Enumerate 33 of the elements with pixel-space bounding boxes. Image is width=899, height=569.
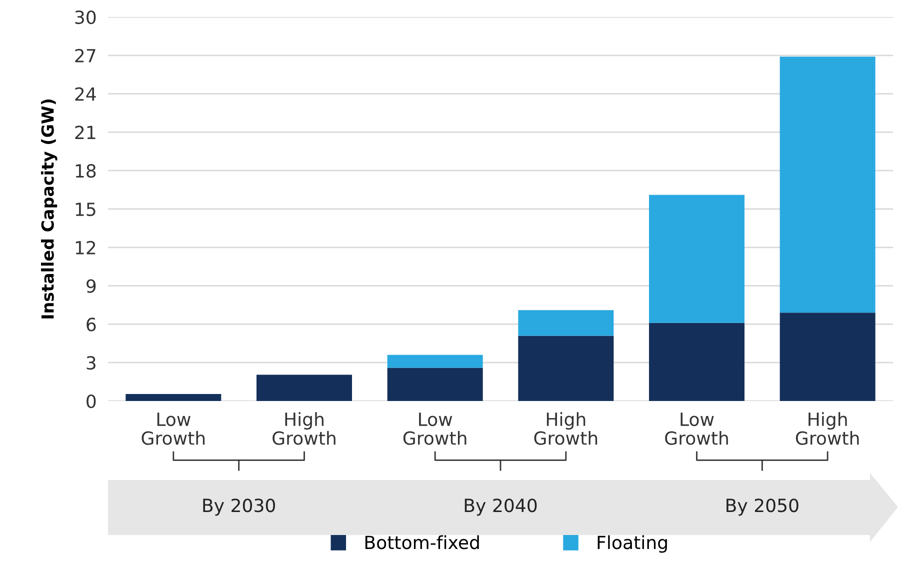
y-tick-label: 18 — [76, 164, 96, 178]
y-tick-label: 6 — [86, 318, 96, 332]
y-tick-label: 27 — [75, 48, 96, 62]
bar — [518, 310, 614, 336]
y-tick-label: 3 — [86, 356, 96, 370]
x-tick-label: High Growth — [796, 412, 859, 445]
y-tick-label: 0 — [86, 394, 96, 408]
legend-label: Bottom-fixed — [365, 535, 479, 550]
bar — [387, 354, 483, 368]
y-tick-label: 24 — [75, 87, 96, 101]
bar — [387, 368, 483, 401]
x-tick-label: Low Growth — [665, 412, 728, 445]
bar — [780, 56, 876, 313]
x-tick-label: High Growth — [534, 412, 598, 445]
x-tick-label: Low Growth — [403, 412, 466, 445]
legend-label: Floating — [598, 535, 667, 553]
y-tick-label: 9 — [86, 279, 96, 293]
bar — [648, 322, 745, 401]
y-axis-title: Installed Capacity (GW) — [40, 100, 58, 318]
y-tick-label: 30 — [75, 10, 96, 24]
y-tick-label: 15 — [76, 202, 96, 216]
y-tick-label: 12 — [76, 240, 96, 254]
x-tick-label: Low Growth — [142, 412, 205, 445]
text: By 2030 — [203, 498, 276, 516]
text: By 2050 — [726, 498, 798, 516]
y-tick-label: 21 — [75, 126, 96, 140]
bar — [518, 336, 614, 401]
bar — [126, 394, 222, 401]
bar — [256, 374, 352, 401]
bar — [648, 194, 745, 323]
x-tick-label: High Growth — [272, 412, 336, 445]
bar — [780, 312, 876, 401]
text: By 2040 — [464, 498, 537, 516]
